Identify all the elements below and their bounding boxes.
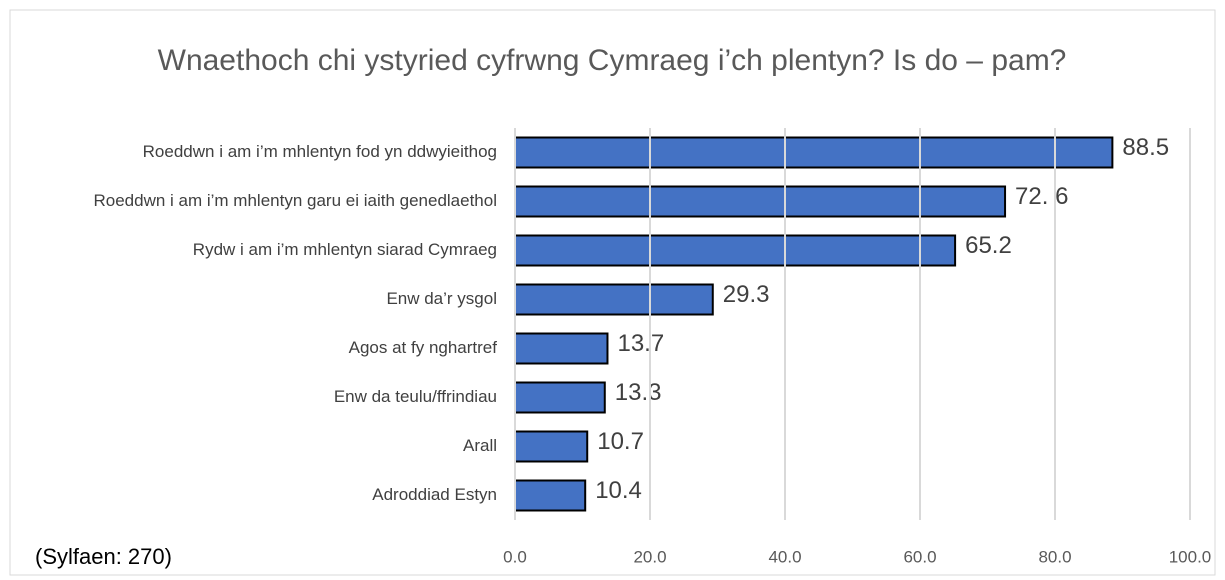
value-label: 13.7 [617,330,664,357]
x-tick-label: 100.0 [1169,547,1212,566]
bar [514,430,589,463]
x-tick-label: 20.0 [633,547,666,566]
category-label: Arall [463,436,497,455]
category-label: Roeddwn i am i’m mhlentyn fod yn ddwyiei… [143,142,497,161]
bar [514,185,1007,218]
category-label: Enw da teulu/ffrindiau [334,387,497,406]
x-tick-label: 0.0 [503,547,527,566]
bar [514,381,606,414]
category-label: Adroddiad Estyn [372,485,497,504]
chart-title: Wnaethoch chi ystyried cyfrwng Cymraeg i… [158,44,1067,77]
bar [514,283,714,316]
value-label: 72. 6 [1015,183,1068,210]
category-label: Roeddwn i am i’m mhlentyn garu ei iaith … [93,191,497,210]
value-label: 10.7 [597,428,644,455]
value-label: 10.4 [595,477,642,504]
bar [514,136,1114,169]
footnote: (Sylfaen: 270) [35,544,172,569]
x-tick-label: 80.0 [1038,547,1071,566]
value-label: 29.3 [723,281,770,308]
bar [514,332,609,365]
category-label: Agos at fy nghartref [349,338,498,357]
category-label: Enw da’r ysgol [386,289,497,308]
x-tick-label: 40.0 [768,547,801,566]
value-label: 88.5 [1122,134,1169,161]
category-label: Rydw i am i’m mhlentyn siarad Cymraeg [193,240,497,259]
value-label: 13.3 [615,379,662,406]
bar [514,479,587,512]
bar [514,234,957,267]
x-tick-label: 60.0 [903,547,936,566]
value-label: 65.2 [965,232,1012,259]
